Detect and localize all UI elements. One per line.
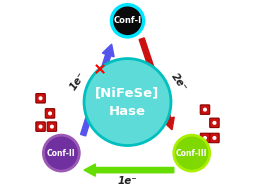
Circle shape	[203, 108, 205, 111]
FancyArrow shape	[84, 164, 173, 176]
Circle shape	[84, 59, 170, 146]
Circle shape	[212, 122, 215, 124]
FancyBboxPatch shape	[36, 122, 45, 131]
Text: Conf-III: Conf-III	[175, 149, 207, 158]
Circle shape	[39, 97, 42, 100]
FancyBboxPatch shape	[47, 122, 56, 131]
Circle shape	[212, 137, 215, 139]
FancyBboxPatch shape	[199, 105, 209, 114]
FancyBboxPatch shape	[199, 133, 209, 143]
Text: 1e⁻: 1e⁻	[67, 70, 87, 92]
Circle shape	[173, 135, 209, 171]
Text: [NiFeSe]: [NiFeSe]	[95, 86, 159, 99]
Circle shape	[203, 137, 205, 139]
FancyBboxPatch shape	[209, 118, 218, 128]
Circle shape	[49, 112, 51, 115]
FancyBboxPatch shape	[36, 94, 45, 103]
Circle shape	[111, 5, 143, 37]
FancyBboxPatch shape	[209, 133, 218, 143]
FancyArrow shape	[80, 44, 114, 136]
FancyBboxPatch shape	[45, 109, 55, 118]
Text: Conf-I: Conf-I	[113, 16, 141, 25]
Text: 1e⁻: 1e⁻	[117, 177, 137, 186]
Text: 2e⁻: 2e⁻	[169, 71, 188, 93]
Text: Conf-II: Conf-II	[47, 149, 75, 158]
Circle shape	[50, 125, 53, 128]
Text: Hase: Hase	[108, 105, 146, 118]
Circle shape	[39, 125, 42, 128]
FancyArrow shape	[139, 38, 173, 130]
Circle shape	[43, 135, 79, 171]
